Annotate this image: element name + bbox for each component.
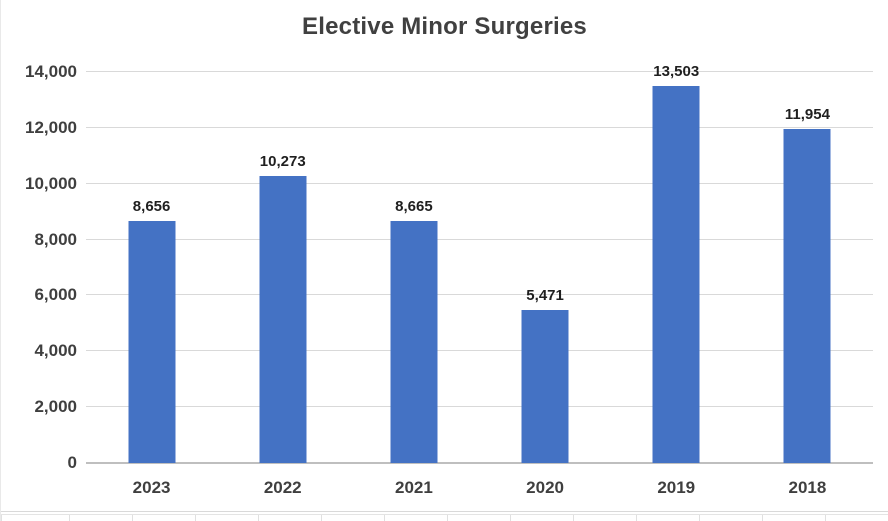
bar-2022[interactable] (259, 176, 307, 463)
x-tick-label: 2021 (394, 478, 433, 497)
y-tick-label: 4,000 (34, 341, 77, 361)
gridline (86, 238, 873, 240)
gridline (86, 350, 873, 352)
bar-slot: 11,954 (742, 72, 873, 463)
y-tick-label: 10,000 (25, 173, 77, 193)
bar-slot: 8,656 (86, 72, 217, 463)
gridline (86, 71, 873, 72)
x-tick-label: 2020 (526, 478, 564, 497)
bar-slot: 5,471 (480, 72, 611, 463)
x-tick-label: 2018 (788, 478, 827, 497)
x-slot: 2021 (348, 476, 479, 502)
bar-2020[interactable] (521, 310, 569, 463)
gridline (86, 182, 873, 184)
chart-bottom-border (1, 511, 888, 512)
worksheet-gridlines (1, 514, 888, 521)
y-tick-label: 0 (67, 453, 77, 472)
y-tick-label: 12,000 (25, 117, 77, 137)
x-slot: 2022 (217, 476, 348, 502)
data-label: 5,471 (526, 287, 564, 305)
x-slot: 2020 (480, 476, 611, 502)
data-label: 10,273 (259, 153, 306, 171)
x-slot: 2019 (611, 476, 742, 502)
gridline (86, 294, 873, 296)
gridline (86, 126, 873, 128)
bar-2021[interactable] (390, 221, 438, 463)
x-tick-label: 2022 (263, 478, 302, 497)
x-slot: 2023 (86, 476, 217, 502)
bar-2023[interactable] (128, 221, 176, 463)
x-slot: 2018 (742, 476, 873, 502)
data-label: 11,954 (784, 106, 830, 124)
gridline (86, 406, 873, 408)
bar-slot: 10,273 (217, 72, 348, 463)
y-tick-label: 14,000 (25, 62, 77, 81)
bar-2018[interactable] (783, 129, 831, 463)
y-tick-label: 6,000 (34, 285, 77, 305)
y-tick-label: 2,000 (34, 397, 77, 417)
plot-area: 8,656 10,273 8,665 5,471 13,503 11,954 (86, 63, 873, 464)
data-label: 13,503 (653, 62, 700, 80)
x-tick-label: 2023 (132, 478, 171, 497)
y-axis: 0 2,000 4,000 6,000 8,000 10,000 12,000 14,000 (1, 62, 77, 472)
bar-slot: 13,503 (611, 63, 742, 463)
bar-slot: 8,665 (348, 72, 479, 463)
x-axis: 2023 2022 2021 2020 2019 2018 (86, 476, 873, 502)
x-axis-line (86, 462, 873, 464)
data-label: 8,656 (132, 198, 171, 216)
bar-2019[interactable] (652, 85, 700, 463)
chart-title: Elective Minor Surgeries (302, 13, 587, 40)
x-tick-label: 2019 (657, 478, 696, 497)
y-tick-label: 8,000 (34, 229, 77, 249)
data-label: 8,665 (395, 198, 433, 215)
